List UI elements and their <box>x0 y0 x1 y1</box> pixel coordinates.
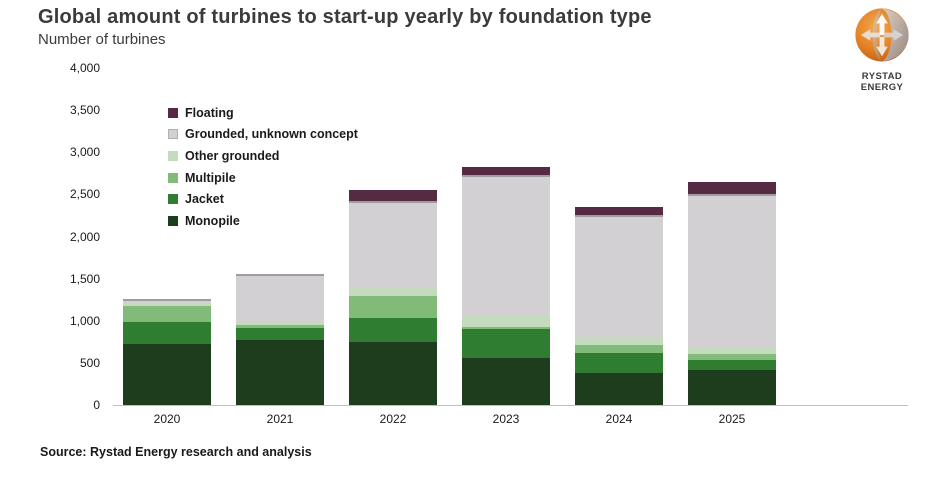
legend-item-monopile: Monopile <box>168 210 358 232</box>
bar-segment-2022-floating <box>349 190 437 202</box>
y-axis-tick-label: 1,000 <box>69 313 100 328</box>
y-axis-tick-label: 500 <box>79 355 100 370</box>
bar-segment-2022-monopile <box>349 341 437 405</box>
logo-wordmark: RYSTAD ENERGY <box>860 71 904 93</box>
y-axis-tick-label: 3,000 <box>69 145 100 160</box>
y-axis-tick-label: 1,500 <box>69 271 100 286</box>
bar-segment-2021-monopile <box>236 340 324 405</box>
legend-item-grounded-unknown-concept: Grounded, unknown concept <box>168 124 358 146</box>
legend-swatch-other-grounded <box>168 150 178 161</box>
legend-swatch-multipile <box>168 172 178 183</box>
bar-segment-2023-monopile <box>462 357 550 405</box>
bar-segment-2021-other-grounded <box>236 321 324 325</box>
legend-swatch-jacket <box>168 194 178 205</box>
legend-label-monopile: Monopile <box>185 213 240 228</box>
bar-segment-2020-jacket <box>123 321 211 344</box>
bar-segment-2024-jacket <box>575 352 663 373</box>
bar-segment-2023-multipile <box>462 326 550 330</box>
y-axis-tick-label: 3,500 <box>69 103 100 118</box>
legend-label-multipile: Multipile <box>185 170 236 185</box>
bar-segment-2023-floating <box>462 166 550 176</box>
bar-segment-2025-multipile <box>688 353 776 360</box>
globe-icon <box>853 8 911 68</box>
bar-segment-2024-grounded-unknown-concept <box>575 214 663 338</box>
legend: Floating Grounded, unknown concept Other g… <box>168 102 358 232</box>
legend-swatch-monopile <box>168 215 178 226</box>
bar-segment-2024-other-grounded <box>575 337 663 346</box>
bar-2020 <box>123 298 211 405</box>
rystad-energy-logo: RYSTAD ENERGY <box>841 6 923 93</box>
legend-swatch-floating <box>168 107 178 118</box>
legend-item-jacket: Jacket <box>168 188 358 210</box>
x-axis-label-2024: 2024 <box>605 412 633 426</box>
bar-segment-2025-other-grounded <box>688 347 776 354</box>
legend-item-multipile: Multipile <box>168 167 358 189</box>
bar-segment-2020-other-grounded <box>123 303 211 307</box>
bar-segment-2025-jacket <box>688 359 776 370</box>
bar-2025 <box>688 181 776 405</box>
bar-segment-2024-monopile <box>575 373 663 405</box>
legend-item-floating: Floating <box>168 102 358 124</box>
bar-segment-2023-grounded-unknown-concept <box>462 175 550 316</box>
bar-segment-2021-multipile <box>236 324 324 328</box>
x-axis-label-2022: 2022 <box>379 412 407 426</box>
x-axis-label-2023: 2023 <box>492 412 520 426</box>
bar-segment-2024-multipile <box>575 345 663 353</box>
bar-segment-2022-grounded-unknown-concept <box>349 201 437 288</box>
source-note: Source: Rystad Energy research and analy… <box>40 445 312 459</box>
bar-segment-2024-floating <box>575 207 663 215</box>
bar-segment-2023-other-grounded <box>462 315 550 327</box>
x-axis-line <box>113 405 908 406</box>
x-axis-label-2021: 2021 <box>266 412 294 426</box>
bar-segment-2025-floating <box>688 181 776 194</box>
legend-item-other-grounded: Other grounded <box>168 145 358 167</box>
y-axis-tick-label: 0 <box>93 398 100 412</box>
y-axis-tick-label: 4,000 <box>69 61 100 75</box>
bar-segment-2020-grounded-unknown-concept <box>123 298 211 304</box>
legend-swatch-grounded-unknown-concept <box>168 129 178 140</box>
bar-segment-2020-multipile <box>123 306 211 322</box>
bar-segment-2022-other-grounded <box>349 287 437 296</box>
bar-segment-2022-multipile <box>349 295 437 319</box>
y-axis-tick-label: 2,000 <box>69 229 100 244</box>
bar-segment-2025-monopile <box>688 369 776 405</box>
x-axis-label-2025: 2025 <box>718 412 746 426</box>
bar-2022 <box>349 190 437 405</box>
bar-segment-2025-grounded-unknown-concept <box>688 193 776 348</box>
bar-segment-2021-grounded-unknown-concept <box>236 274 324 322</box>
bar-segment-2022-jacket <box>349 318 437 342</box>
chart-subtitle: Number of turbines <box>38 31 166 48</box>
bar-2024 <box>575 207 663 405</box>
bar-segment-2023-jacket <box>462 329 550 358</box>
y-axis-tick-label: 2,500 <box>69 187 100 202</box>
legend-label-other-grounded: Other grounded <box>185 148 280 163</box>
legend-label-jacket: Jacket <box>185 192 224 207</box>
x-axis-label-2020: 2020 <box>153 412 181 426</box>
legend-label-grounded-unknown-concept: Grounded, unknown concept <box>185 127 358 142</box>
chart-title: Global amount of turbines to start-up ye… <box>38 6 652 28</box>
bar-segment-2021-jacket <box>236 327 324 341</box>
bar-2021 <box>236 274 324 405</box>
bar-segment-2020-monopile <box>123 343 211 405</box>
bar-2023 <box>462 166 550 405</box>
legend-label-floating: Floating <box>185 105 234 120</box>
